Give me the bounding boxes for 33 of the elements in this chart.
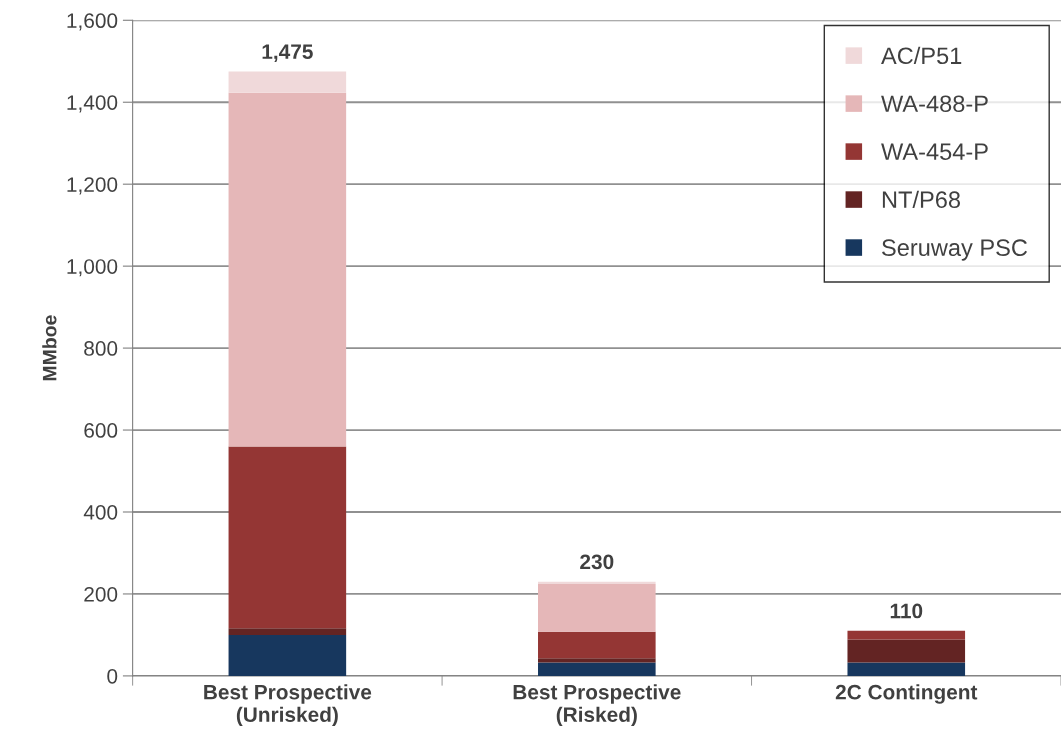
y-tick-label: 200 [84, 586, 118, 602]
y-tick-label: 0 [107, 668, 118, 684]
y-tick-label: 1,000 [67, 259, 118, 277]
bar [538, 584, 656, 632]
bar [538, 658, 656, 663]
bar [228, 71, 347, 93]
bar [228, 92, 347, 447]
legend-label: AC/P51 [881, 46, 962, 65]
y-axis-title: MMboe [42, 315, 57, 381]
x-tick-label: 2C Contingent [835, 684, 978, 704]
x-tick-label: Best Prospective (Unrisked) [204, 684, 372, 727]
legend-label: Seruway PSC [882, 239, 1028, 261]
bar [847, 639, 966, 663]
legend-label: WA-454-P [881, 143, 988, 161]
y-tick-label: 1,400 [67, 95, 118, 113]
bar [538, 662, 656, 676]
bar [538, 631, 656, 659]
legend-label: WA-488-P [881, 95, 988, 113]
y-tick-label: 1,600 [67, 13, 118, 31]
y-tick-label: 1,200 [67, 177, 118, 195]
bar [228, 628, 347, 635]
bar [228, 634, 347, 676]
bar [847, 630, 966, 640]
bar [228, 446, 347, 629]
total-label: 110 [890, 603, 923, 619]
total-label: 230 [580, 554, 614, 570]
x-tick-label: Best Prospective (Risked) [513, 684, 681, 727]
y-tick-label: 600 [84, 423, 118, 438]
bar [847, 662, 966, 676]
y-tick-label: 800 [84, 341, 118, 356]
y-tick-label: 400 [83, 505, 118, 520]
total-label: 1,475 [262, 44, 313, 63]
legend-label: NT/P68 [882, 190, 960, 209]
